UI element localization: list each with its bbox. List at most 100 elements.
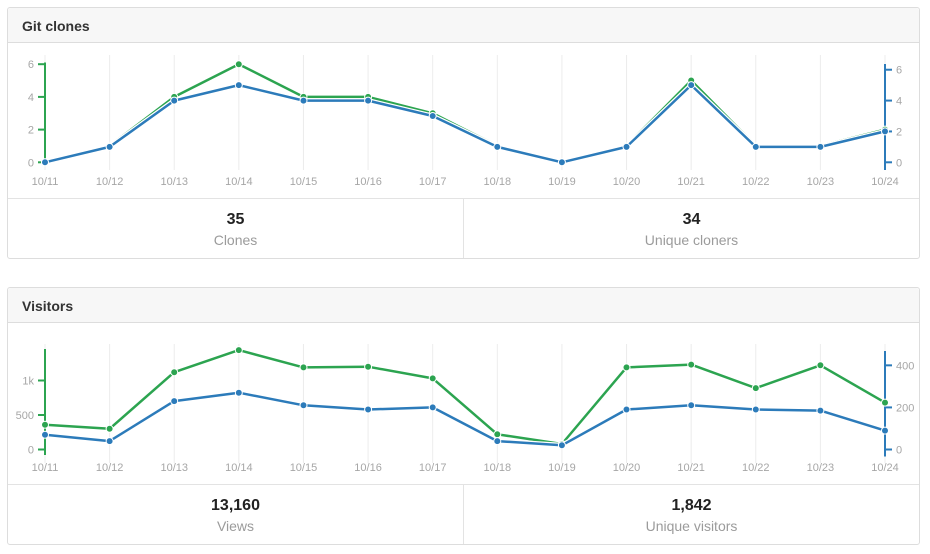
data-point[interactable] xyxy=(493,430,502,439)
x-tick-label: 10/13 xyxy=(160,462,188,474)
data-point[interactable] xyxy=(687,360,696,369)
data-point[interactable] xyxy=(493,142,502,151)
x-tick-label: 10/13 xyxy=(160,176,188,188)
data-point[interactable] xyxy=(105,424,114,433)
visitors-header: Visitors xyxy=(8,288,919,323)
left-axis-tick-label: 500 xyxy=(16,410,34,422)
x-tick-label: 10/11 xyxy=(32,176,59,188)
right-axis-tick-label: 2 xyxy=(896,126,902,138)
x-tick-label: 10/12 xyxy=(96,176,124,188)
visitors-chart-svg[interactable]: 0 500 1k 0 200 400 10/11 10/12 10/13 10/14 10/15 10… xyxy=(8,323,921,484)
stat-clones-value: 35 xyxy=(226,211,245,228)
stat-unique-visitors-value: 1,842 xyxy=(671,497,712,514)
data-point[interactable] xyxy=(751,405,760,414)
stat-views-label: Views xyxy=(216,518,255,534)
data-point[interactable] xyxy=(816,361,825,370)
data-point[interactable] xyxy=(622,142,631,151)
x-tick-label: 10/20 xyxy=(613,462,641,474)
data-point[interactable] xyxy=(234,346,243,355)
git-clones-header: Git clones xyxy=(8,8,919,43)
x-tick-label: 10/15 xyxy=(290,462,318,474)
left-axis-tick-label: 0 xyxy=(28,445,34,457)
data-point[interactable] xyxy=(364,96,373,105)
series-line-halo xyxy=(44,347,887,447)
data-point[interactable] xyxy=(234,81,243,90)
panel-title-visitors: Visitors xyxy=(22,298,74,314)
data-point[interactable] xyxy=(622,405,631,414)
data-point[interactable] xyxy=(105,437,114,446)
stat-views: 13,160 Views xyxy=(8,485,463,544)
git-clones-summary: 35 Clones 34 Unique cloners xyxy=(8,198,919,258)
data-point[interactable] xyxy=(364,405,373,414)
data-point[interactable] xyxy=(816,406,825,415)
data-point[interactable] xyxy=(428,403,437,412)
data-point[interactable] xyxy=(881,426,889,435)
x-tick-label: 10/17 xyxy=(419,176,447,188)
data-point[interactable] xyxy=(234,60,243,69)
data-point[interactable] xyxy=(881,127,889,136)
x-tick-label: 10/20 xyxy=(613,176,641,188)
data-point[interactable] xyxy=(881,398,889,407)
data-point[interactable] xyxy=(622,363,631,372)
data-point[interactable] xyxy=(105,142,114,151)
stat-unique-visitors-label: Unique visitors xyxy=(645,518,738,534)
x-tick-label: 10/24 xyxy=(871,176,899,188)
right-axis-tick-label: 0 xyxy=(896,445,902,457)
data-point[interactable] xyxy=(299,96,308,105)
data-point[interactable] xyxy=(557,158,566,167)
data-point[interactable] xyxy=(816,142,825,151)
left-axis-tick-label: 4 xyxy=(28,92,34,104)
data-point[interactable] xyxy=(170,368,179,377)
x-tick-label: 10/23 xyxy=(807,176,835,188)
data-point[interactable] xyxy=(364,362,373,371)
x-tick-label: 10/12 xyxy=(96,462,124,474)
x-tick-label: 10/21 xyxy=(677,462,705,474)
x-tick-label: 10/18 xyxy=(484,176,512,188)
stat-clones: 35 Clones xyxy=(8,199,463,258)
visitors-summary: 13,160 Views 1,842 Unique visitors xyxy=(8,484,919,544)
data-point[interactable] xyxy=(170,96,179,105)
left-axis-tick-label: 6 xyxy=(28,59,34,71)
data-point[interactable] xyxy=(687,401,696,410)
data-point[interactable] xyxy=(428,374,437,383)
left-axis-tick-label: 2 xyxy=(28,125,34,137)
series-line-unique-visitors xyxy=(44,391,886,447)
data-point[interactable] xyxy=(41,158,49,167)
stat-views-value: 13,160 xyxy=(211,497,260,514)
data-point[interactable] xyxy=(751,142,760,151)
x-tick-label: 10/15 xyxy=(290,176,318,188)
data-point[interactable] xyxy=(299,401,308,410)
x-tick-label: 10/22 xyxy=(742,176,770,188)
x-tick-label: 10/22 xyxy=(742,462,770,474)
data-point[interactable] xyxy=(557,441,566,450)
x-tick-label: 10/11 xyxy=(32,462,59,474)
x-tick-label: 10/24 xyxy=(871,462,899,474)
visitors-chart-canvas[interactable]: 0 500 1k 0 200 400 10/11 10/12 10/13 10/14 10/15 10… xyxy=(8,323,919,484)
x-tick-label: 10/17 xyxy=(419,462,447,474)
data-point[interactable] xyxy=(41,420,49,429)
data-point[interactable] xyxy=(493,437,502,446)
data-point[interactable] xyxy=(687,81,696,90)
series-line-views xyxy=(44,348,886,446)
right-axis-tick-label: 0 xyxy=(896,157,902,169)
data-point[interactable] xyxy=(170,397,179,406)
visitors-panel: Visitors 0 500 1k 0 200 400 10/11 10/12 10/13 10/… xyxy=(7,287,920,545)
data-point[interactable] xyxy=(428,112,437,120)
left-axis-tick-label: 1k xyxy=(22,376,34,388)
stat-unique-visitors: 1,842 Unique visitors xyxy=(463,485,919,544)
panel-title-git-clones: Git clones xyxy=(22,18,90,34)
data-point[interactable] xyxy=(299,363,308,372)
x-tick-label: 10/23 xyxy=(807,462,835,474)
right-axis-tick-label: 6 xyxy=(896,65,902,77)
right-axis-tick-label: 200 xyxy=(896,402,914,414)
series-line-unique-cloners xyxy=(44,83,886,164)
x-tick-label: 10/19 xyxy=(548,176,576,188)
stat-clones-label: Clones xyxy=(213,232,258,248)
data-point[interactable] xyxy=(751,384,760,393)
x-tick-label: 10/19 xyxy=(548,462,576,474)
data-point[interactable] xyxy=(234,388,243,397)
git-clones-chart-canvas[interactable]: 0 2 4 6 0 2 4 6 10/11 10/12 10/13 10/14 10/15 10/16 10… xyxy=(8,43,919,198)
git-clones-chart-svg[interactable]: 0 2 4 6 0 2 4 6 10/11 10/12 10/13 10/14 10/15 10/16 10… xyxy=(8,43,921,198)
data-point[interactable] xyxy=(41,430,49,439)
